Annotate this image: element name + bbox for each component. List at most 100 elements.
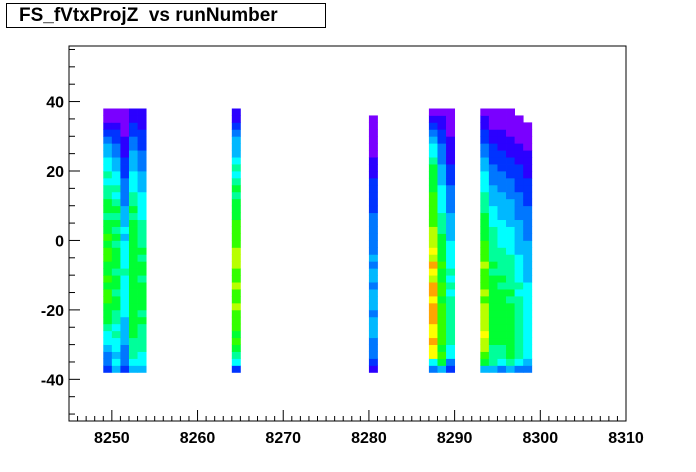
heatmap-cell: [506, 219, 515, 227]
heatmap-cell: [437, 226, 447, 234]
heatmap-cell: [111, 344, 121, 352]
heatmap-cell: [437, 157, 447, 165]
heatmap-cell: [120, 330, 130, 339]
heatmap-cell: [120, 282, 130, 290]
heatmap-cell: [231, 323, 241, 332]
heatmap-cell: [488, 171, 498, 179]
heatmap-cell: [514, 157, 524, 165]
heatmap-cell: [446, 164, 456, 172]
heatmap-cell: [446, 337, 456, 346]
heatmap-cell: [111, 143, 121, 151]
heatmap-cell: [231, 351, 241, 359]
heatmap-cell: [120, 268, 130, 276]
heatmap-cell: [488, 184, 498, 193]
heatmap-cell: [506, 136, 515, 144]
heatmap-cell: [103, 115, 113, 123]
heatmap-cell: [103, 191, 113, 200]
heatmap-cell: [523, 302, 533, 311]
heatmap-cell: [428, 122, 438, 130]
heatmap-cell: [488, 344, 498, 352]
heatmap-cell: [514, 365, 524, 373]
heatmap-cell: [497, 219, 507, 227]
heatmap-cell: [523, 136, 533, 144]
heatmap-cell: [103, 171, 113, 179]
heatmap-cell: [128, 157, 138, 165]
heatmap-cell: [514, 171, 524, 179]
heatmap-cell: [368, 129, 378, 137]
heatmap-cell: [128, 289, 138, 297]
heatmap-cell: [514, 282, 524, 290]
heatmap-cell: [111, 108, 121, 116]
heatmap-cell: [120, 150, 130, 158]
heatmap-cell: [231, 226, 241, 234]
heatmap-cell: [446, 212, 456, 221]
heatmap-cell: [480, 136, 490, 144]
heatmap-cell: [488, 219, 498, 227]
heatmap-cell: [137, 282, 147, 290]
heatmap-cell: [128, 323, 138, 332]
heatmap-cell: [446, 122, 456, 130]
heatmap-cell: [488, 330, 498, 339]
heatmap-cell: [128, 351, 138, 359]
heatmap-cell: [497, 275, 507, 283]
heatmap-cell: [128, 226, 138, 234]
heatmap-cell: [103, 143, 113, 151]
heatmap-cell: [506, 358, 515, 366]
heatmap-cell: [103, 358, 113, 366]
y-tick-label: 40: [46, 95, 64, 112]
heatmap-cell: [428, 136, 438, 144]
heatmap-cell: [480, 212, 490, 221]
heatmap-cell: [137, 191, 147, 200]
heatmap-cell: [120, 323, 130, 332]
heatmap-cell: [437, 247, 447, 255]
heatmap-cell: [497, 226, 507, 234]
heatmap-cell: [514, 205, 524, 214]
heatmap-cell: [368, 254, 378, 262]
x-tick-label: 8260: [180, 430, 216, 447]
heatmap-cell: [514, 129, 524, 137]
heatmap-cell: [446, 233, 456, 241]
heatmap-cell: [523, 365, 533, 373]
heatmap-cell: [111, 358, 121, 366]
heatmap-cell: [111, 184, 121, 193]
heatmap-cell: [480, 254, 490, 262]
heatmap-cell: [137, 247, 147, 255]
heatmap-cell: [368, 323, 378, 332]
heatmap-cell: [446, 150, 456, 158]
heatmap-cell: [446, 261, 456, 269]
heatmap-cell: [437, 136, 447, 144]
heatmap-cell: [446, 247, 456, 255]
heatmap-cell: [120, 164, 130, 172]
heatmap-cell: [103, 309, 113, 318]
heatmap-cell: [128, 164, 138, 172]
heatmap-cell: [514, 164, 524, 172]
heatmap-cell: [428, 191, 438, 200]
heatmap-cell: [437, 212, 447, 221]
heatmap-cell: [103, 177, 113, 186]
heatmap-cell: [497, 212, 507, 221]
heatmap-cell: [506, 212, 515, 221]
heatmap-cell: [103, 247, 113, 255]
heatmap-cell: [523, 205, 533, 214]
heatmap-cell: [428, 302, 438, 311]
heatmap-cell: [368, 157, 378, 165]
heatmap-cell: [497, 365, 507, 373]
heatmap-cell: [103, 108, 113, 116]
heatmap-cell: [497, 337, 507, 346]
heatmap-cell: [137, 337, 147, 346]
heatmap-cell: [128, 344, 138, 352]
heatmap-cell: [506, 115, 515, 123]
heatmap-cell: [480, 191, 490, 200]
heatmap-cell: [368, 337, 378, 346]
heatmap-cell: [497, 316, 507, 325]
heatmap-cell: [120, 157, 130, 165]
heatmap-cell: [497, 143, 507, 151]
heatmap-cell: [446, 198, 456, 207]
x-tick-label: 8270: [265, 430, 301, 447]
heatmap-cell: [428, 233, 438, 241]
heatmap-cell: [120, 198, 130, 207]
heatmap-cell: [506, 247, 515, 255]
heatmap-cell: [480, 205, 490, 214]
heatmap-cell: [103, 254, 113, 262]
heatmap-cell: [128, 268, 138, 276]
